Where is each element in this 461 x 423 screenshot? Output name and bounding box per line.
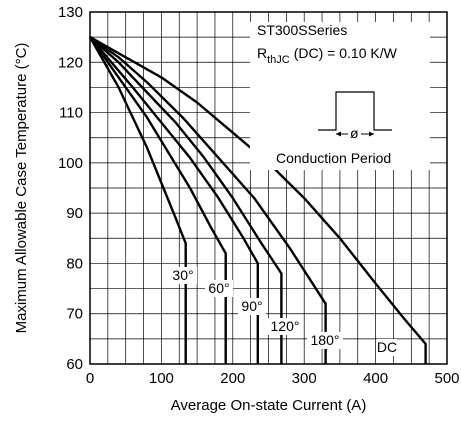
series-name-label: ST300SSeries bbox=[257, 22, 347, 38]
x-tick-label: 200 bbox=[220, 370, 245, 387]
curve-label-background bbox=[267, 318, 303, 335]
conduction-pulse-waveform bbox=[318, 91, 392, 131]
curves bbox=[88, 36, 427, 364]
curve-120deg bbox=[89, 36, 283, 364]
annotation: ST300SSeries RthJC (DC) = 0.10 K/W ø Cond… bbox=[250, 22, 430, 170]
curve-label: 30° bbox=[172, 267, 193, 283]
arrow-head-left bbox=[336, 131, 341, 137]
curve-dc bbox=[89, 36, 427, 364]
x-tick-label: 400 bbox=[363, 370, 388, 387]
curve-labels: 30° 60° 90° 120° 180° DC bbox=[169, 267, 397, 356]
y-tick-label: 80 bbox=[66, 255, 83, 272]
thermal-resistance-prefix: R bbox=[257, 45, 267, 61]
curve-label-background bbox=[307, 332, 343, 349]
curve-label: 120° bbox=[271, 318, 300, 334]
arrow-head-right bbox=[369, 131, 374, 137]
curve-90deg bbox=[89, 36, 259, 364]
tick-labels: 0 100 200 300 400 500 60 70 80 90 100 110 120 130 bbox=[58, 4, 460, 387]
plot-frame bbox=[89, 11, 448, 365]
y-tick-label: 70 bbox=[66, 306, 83, 323]
y-tick-label: 130 bbox=[58, 4, 83, 21]
y-axis-title: Maximum Allowable Case Temperature (°C) bbox=[13, 43, 30, 334]
curve-label-background bbox=[205, 280, 233, 297]
curve-30deg bbox=[88, 36, 187, 364]
x-tick-label: 300 bbox=[292, 370, 317, 387]
thermal-resistance-label: RthJC (DC) = 0.10 K/W bbox=[257, 45, 398, 66]
x-tick-label: 500 bbox=[434, 370, 459, 387]
conduction-period-inset: ø Conduction Period bbox=[276, 91, 392, 166]
x-tick-label: 100 bbox=[149, 370, 174, 387]
y-tick-label: 60 bbox=[66, 356, 83, 373]
curve-label: 60° bbox=[208, 280, 229, 296]
x-tick-label: 0 bbox=[86, 370, 94, 387]
curve-label: 90° bbox=[241, 298, 262, 314]
curve-180deg bbox=[89, 36, 327, 364]
curve-label-background bbox=[169, 267, 197, 284]
curve-label-background bbox=[377, 339, 397, 356]
annotation-background bbox=[250, 22, 430, 170]
curve-label-background bbox=[238, 298, 266, 315]
y-tick-label: 110 bbox=[59, 105, 83, 122]
phi-symbol-background bbox=[348, 127, 361, 140]
thermal-resistance-subscript: thJC bbox=[267, 54, 290, 66]
y-tick-label: 120 bbox=[58, 54, 83, 71]
conduction-period-caption: Conduction Period bbox=[276, 150, 391, 166]
curve-label: 180° bbox=[311, 332, 340, 348]
y-tick-label: 90 bbox=[66, 205, 83, 222]
y-tick-label: 100 bbox=[58, 155, 83, 172]
x-axis-title: Average On-state Current (A) bbox=[171, 397, 367, 414]
curve-60deg bbox=[89, 36, 227, 364]
thermal-resistance-suffix: (DC) = 0.10 K/W bbox=[294, 45, 398, 61]
phi-symbol: ø bbox=[350, 125, 359, 141]
curve-label: DC bbox=[377, 339, 397, 355]
